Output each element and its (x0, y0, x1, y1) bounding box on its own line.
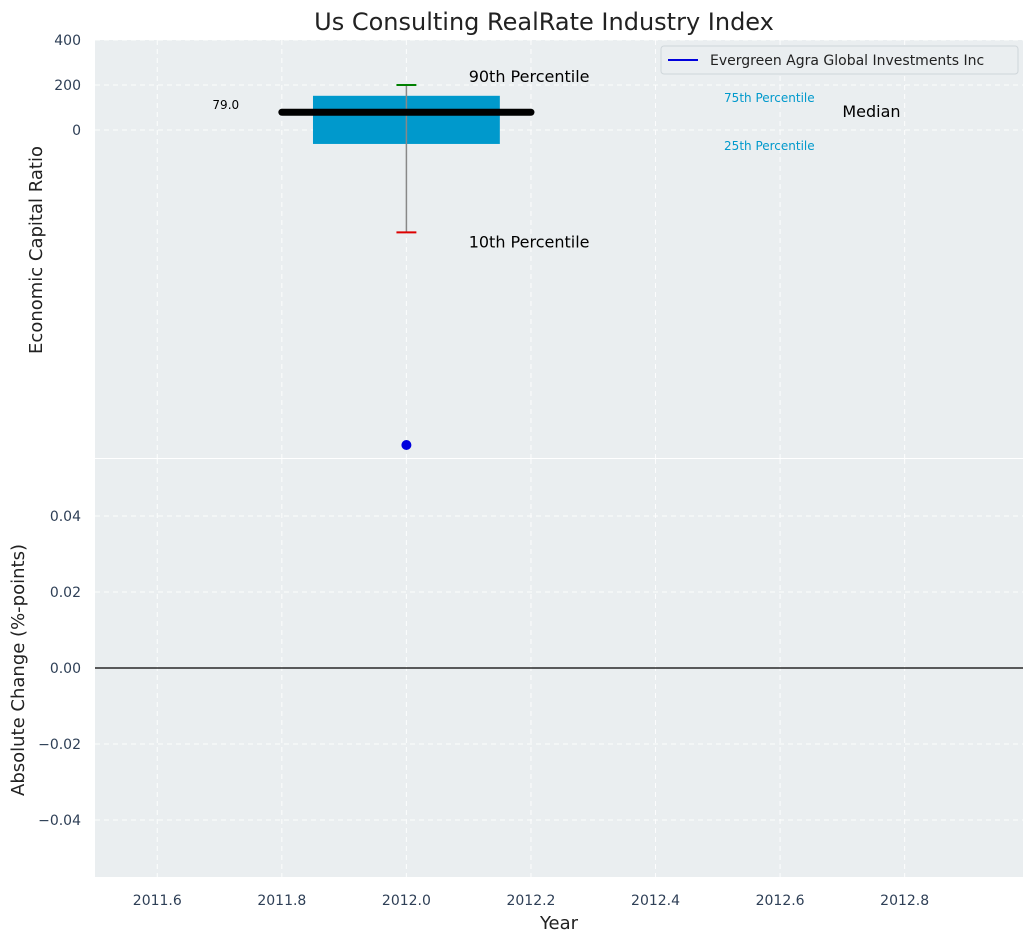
top-y-axis-label: Economic Capital Ratio (26, 146, 47, 354)
x-tick-label: 2011.6 (133, 893, 182, 909)
p75-annotation: 75th Percentile (724, 91, 815, 105)
p90-annotation: 90th Percentile (469, 67, 590, 86)
median-annotation: Median (842, 102, 900, 121)
legend-label: Evergreen Agra Global Investments Inc (710, 53, 984, 69)
x-tick-label: 2012.8 (880, 893, 929, 909)
bottom-panel: 2011.6 2011.8 2012.0 2012.2 2012.4 2012.6 2012… (38, 459, 1023, 909)
top-plot-area (95, 40, 1023, 459)
bottom-y-tick-label: 0.02 (50, 585, 81, 601)
p10-annotation: 10th Percentile (469, 232, 590, 251)
bottom-y-tick-label: 0.00 (50, 661, 81, 677)
median-value-label: 79.0 (212, 98, 239, 112)
x-axis-label: Year (539, 913, 579, 934)
chart-title: Us Consulting RealRate Industry Index (314, 8, 774, 36)
x-tick-label: 2012.4 (631, 893, 680, 909)
top-y-tick-label: 400 (54, 33, 81, 49)
p25-annotation: 25th Percentile (724, 139, 815, 153)
bottom-y-tick-label: −0.02 (38, 737, 81, 753)
top-y-tick-label: 0 (72, 123, 81, 139)
company-point (401, 440, 412, 450)
bottom-y-axis-label: Absolute Change (%-points) (8, 544, 29, 796)
x-tick-label: 2012.2 (506, 893, 555, 909)
x-tick-label: 2011.8 (257, 893, 306, 909)
bottom-y-tick-label: 0.04 (50, 509, 81, 525)
x-tick-label: 2012.0 (382, 893, 431, 909)
legend-box (660, 45, 1019, 75)
top-panel: 400 200 0 79.0 90th Percentile 10th Percentil… (54, 33, 1023, 460)
x-tick-label: 2012.6 (756, 893, 805, 909)
top-y-tick-label: 200 (54, 78, 81, 94)
legend: Evergreen Agra Global Investments Inc (660, 45, 1019, 75)
bottom-y-tick-label: −0.04 (38, 813, 81, 829)
